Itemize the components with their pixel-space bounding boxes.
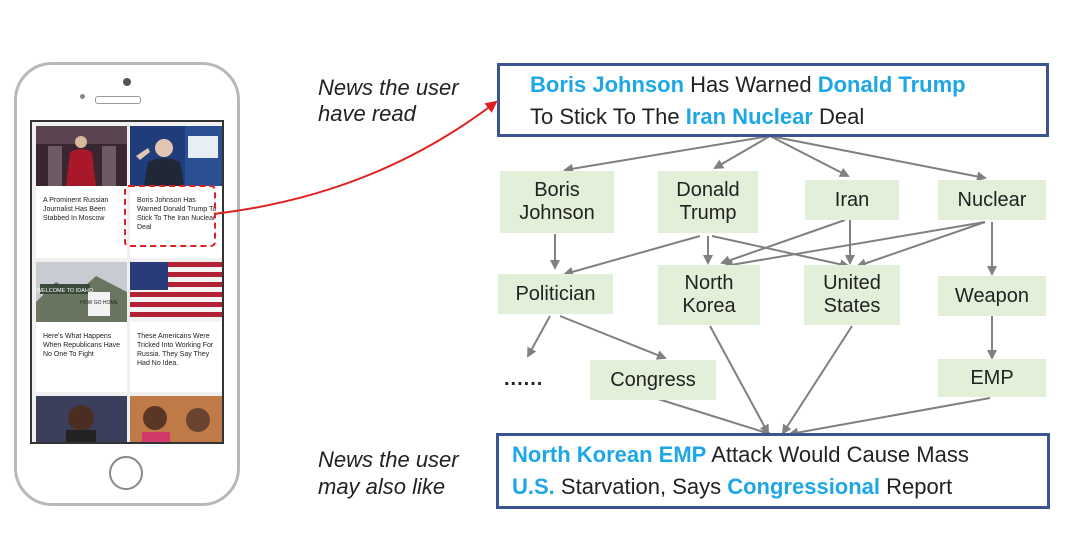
label-read-line1: News the user — [318, 75, 459, 100]
label-like-line1: News the user — [318, 447, 459, 472]
edge — [856, 221, 986, 269]
edge — [769, 135, 850, 177]
edge — [563, 235, 701, 277]
news-caption: A Prominent Russian Journalist Has Been … — [43, 197, 109, 222]
sign-text: HOW GO HOME — [80, 300, 118, 306]
read-link-arrow — [213, 100, 498, 215]
title-text: To Stick To The — [530, 104, 686, 129]
news-caption: Boris Johnson Has Warned Donald Trump To… — [137, 197, 217, 231]
edge — [654, 397, 772, 437]
node-label: Trump — [679, 202, 737, 224]
entity-text: North Korean EMP — [512, 442, 707, 467]
edge — [769, 135, 987, 182]
edge — [559, 315, 667, 360]
label-read-line2: have read — [318, 101, 416, 126]
news-card[interactable] — [130, 396, 222, 442]
more-nodes-ellipsis: ...... — [504, 368, 544, 390]
node-label: Korea — [682, 295, 736, 317]
node-weapon: Weapon — [938, 276, 1046, 316]
node-north-korea: North Korea — [658, 265, 760, 325]
node-emp: EMP — [938, 359, 1046, 397]
news-card[interactable]: A Prominent Russian Journalist Has Been … — [36, 126, 127, 258]
news-caption: Here's What Happens When Republicans Hav… — [43, 333, 121, 358]
edge — [788, 397, 991, 438]
entity-text: Iran Nuclear — [685, 104, 813, 129]
entity-text: U.S. — [512, 474, 555, 499]
sign-text: WELCOME TO IDAHO — [37, 288, 94, 294]
node-label: North — [684, 272, 734, 294]
entity-text: Boris Johnson — [530, 72, 685, 97]
node-label: Donald — [676, 179, 740, 201]
phone-screen: A Prominent Russian Journalist Has Been … — [30, 120, 224, 444]
phone-sensor — [80, 94, 85, 99]
node-boris-johnson: Boris Johnson — [500, 171, 614, 233]
news-card[interactable]: WELCOME TO IDAHO HOW GO HOME Here's What… — [36, 262, 127, 392]
node-donald-trump: Donald Trump — [658, 171, 758, 233]
edge — [563, 135, 771, 174]
news-card[interactable] — [36, 396, 127, 442]
recommended-news-title: North Korean EMP Attack Would Cause Mass… — [496, 433, 1050, 509]
node-label: United — [823, 272, 881, 294]
read-news-title: Boris Johnson Has Warned Donald Trump To… — [497, 63, 1049, 137]
phone-home-button[interactable] — [109, 456, 143, 490]
title-text: Report — [880, 474, 953, 499]
edge — [723, 221, 986, 270]
phone-camera — [123, 78, 131, 86]
edge — [711, 235, 850, 270]
edge — [781, 325, 853, 435]
title-text: Deal — [812, 104, 865, 129]
read-article-highlight — [124, 185, 216, 247]
edge — [527, 315, 551, 358]
entity-text: Donald Trump — [817, 72, 966, 97]
node-congress: Congress — [590, 360, 716, 400]
node-label: Boris — [534, 179, 580, 201]
edge — [720, 219, 846, 266]
edge — [709, 325, 769, 435]
news-caption: These Americans Were Tricked Into Workin… — [137, 333, 214, 367]
node-label: States — [823, 295, 881, 317]
label-like-line2: may also like — [318, 474, 446, 499]
title-text: Has Warned — [684, 72, 818, 97]
news-photo — [130, 262, 222, 322]
node-label: Johnson — [519, 202, 595, 224]
title-text: Starvation, Says — [554, 474, 728, 499]
news-card[interactable]: These Americans Were Tricked Into Workin… — [130, 262, 222, 392]
news-photo: WELCOME TO IDAHO HOW GO HOME — [36, 262, 127, 322]
node-iran: Iran — [805, 180, 899, 220]
node-nuclear: Nuclear — [938, 180, 1046, 220]
news-photo — [36, 396, 127, 442]
phone-speaker — [95, 96, 141, 104]
news-card-read[interactable]: Boris Johnson Has Warned Donald Trump To… — [130, 126, 222, 258]
node-politician: Politician — [498, 274, 613, 314]
entity-text: Congressional — [727, 474, 881, 499]
node-united-states: United States — [804, 265, 900, 325]
title-text: Attack Would Cause Mass — [706, 442, 969, 467]
news-photo — [36, 126, 127, 186]
edge — [713, 135, 771, 170]
news-photo — [130, 126, 222, 186]
news-photo — [130, 396, 222, 442]
